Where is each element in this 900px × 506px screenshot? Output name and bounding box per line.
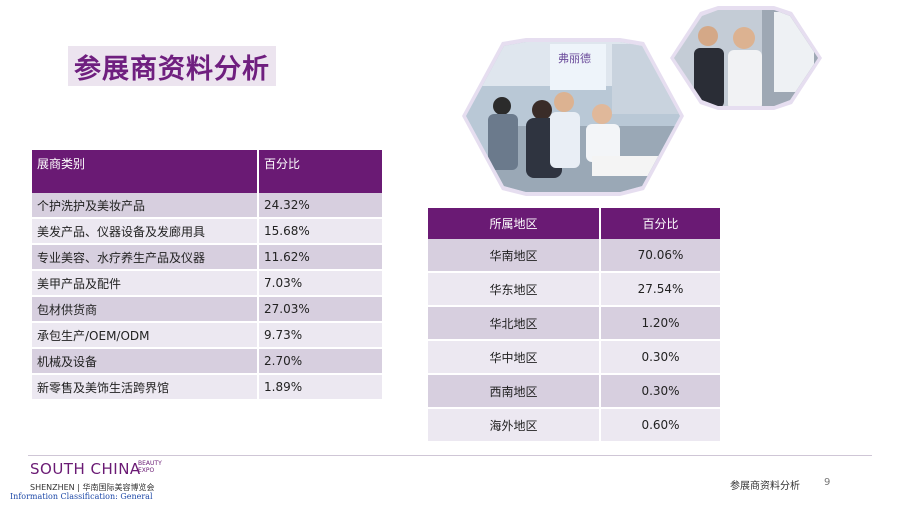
title-banner: 参展商资料分析 (68, 46, 276, 86)
region-cell: 华北地区 (428, 306, 601, 341)
percent-cell: 7.03% (258, 270, 384, 297)
percent-cell: 24.32% (258, 193, 384, 219)
table-row: 华北地区 1.20% (428, 306, 722, 341)
percent-cell: 27.54% (600, 272, 722, 307)
region-cell: 海外地区 (428, 408, 601, 443)
category-cell: 美甲产品及配件 (32, 270, 259, 297)
footer-divider (28, 455, 872, 456)
percent-cell: 0.60% (600, 408, 722, 443)
percent-cell: 11.62% (258, 244, 384, 271)
table-row: 美甲产品及配件 7.03% (32, 270, 384, 297)
expo-logo: SOUTH CHINA BEAUTY EXPO SHENZHEN | 华南国际美… (30, 460, 190, 496)
region-cell: 西南地区 (428, 374, 601, 409)
table-row: 华东地区 27.54% (428, 272, 722, 307)
page-title: 参展商资料分析 (74, 53, 270, 85)
exhibitor-category-table: 展商类别 百分比 个护洗护及美妆产品 24.32% 美发产品、仪器设备及发廊用具… (32, 150, 384, 401)
category-cell: 包材供货商 (32, 296, 259, 323)
table-row: 华中地区 0.30% (428, 340, 722, 375)
percent-cell: 0.30% (600, 374, 722, 409)
region-cell: 华中地区 (428, 340, 601, 375)
table-header-row: 所属地区 百分比 (428, 208, 722, 239)
category-cell: 美发产品、仪器设备及发廊用具 (32, 218, 259, 245)
table-row: 个护洗护及美妆产品 24.32% (32, 193, 384, 219)
percent-cell: 27.03% (258, 296, 384, 323)
column-header-region: 所属地区 (428, 208, 601, 239)
category-cell: 承包生产/OEM/ODM (32, 322, 259, 349)
category-cell: 机械及设备 (32, 348, 259, 375)
logo-small-text: BEAUTY EXPO (138, 460, 162, 474)
table-header-row: 展商类别 百分比 (32, 150, 384, 193)
table-row: 海外地区 0.60% (428, 408, 722, 443)
table-row: 美发产品、仪器设备及发廊用具 15.68% (32, 218, 384, 245)
footer-section-title: 参展商资料分析 (730, 481, 800, 492)
svg-text:弗丽德: 弗丽德 (558, 51, 591, 65)
classification-label: Information Classification: General (10, 492, 153, 501)
table-row: 华南地区 70.06% (428, 239, 722, 273)
logo-subtitle: SHENZHEN | 华南国际美容博览会 (30, 483, 155, 492)
exhibition-photo-illustration: 弗丽德 (462, 6, 822, 196)
percent-cell: 0.30% (600, 340, 722, 375)
percent-cell: 9.73% (258, 322, 384, 349)
category-cell: 新零售及美饰生活跨界馆 (32, 374, 259, 401)
percent-cell: 15.68% (258, 218, 384, 245)
exhibitor-region-table: 所属地区 百分比 华南地区 70.06% 华东地区 27.54% 华北地区 1.… (428, 208, 722, 443)
percent-cell: 1.89% (258, 374, 384, 401)
logo-main-text: SOUTH CHINA (30, 460, 141, 478)
column-header-percent: 百分比 (600, 208, 722, 239)
column-header-percent: 百分比 (258, 150, 384, 193)
page-number: 9 (824, 477, 831, 488)
table-row: 新零售及美饰生活跨界馆 1.89% (32, 374, 384, 401)
percent-cell: 70.06% (600, 239, 722, 273)
region-cell: 华东地区 (428, 272, 601, 307)
category-cell: 个护洗护及美妆产品 (32, 193, 259, 219)
table-row: 包材供货商 27.03% (32, 296, 384, 323)
table-row: 西南地区 0.30% (428, 374, 722, 409)
region-cell: 华南地区 (428, 239, 601, 273)
table-row: 专业美容、水疗养生产品及仪器 11.62% (32, 244, 384, 271)
table-row: 承包生产/OEM/ODM 9.73% (32, 322, 384, 349)
category-cell: 专业美容、水疗养生产品及仪器 (32, 244, 259, 271)
table-row: 机械及设备 2.70% (32, 348, 384, 375)
column-header-category: 展商类别 (32, 150, 259, 193)
percent-cell: 1.20% (600, 306, 722, 341)
percent-cell: 2.70% (258, 348, 384, 375)
hexagon-photos: 弗丽德 (462, 6, 824, 202)
